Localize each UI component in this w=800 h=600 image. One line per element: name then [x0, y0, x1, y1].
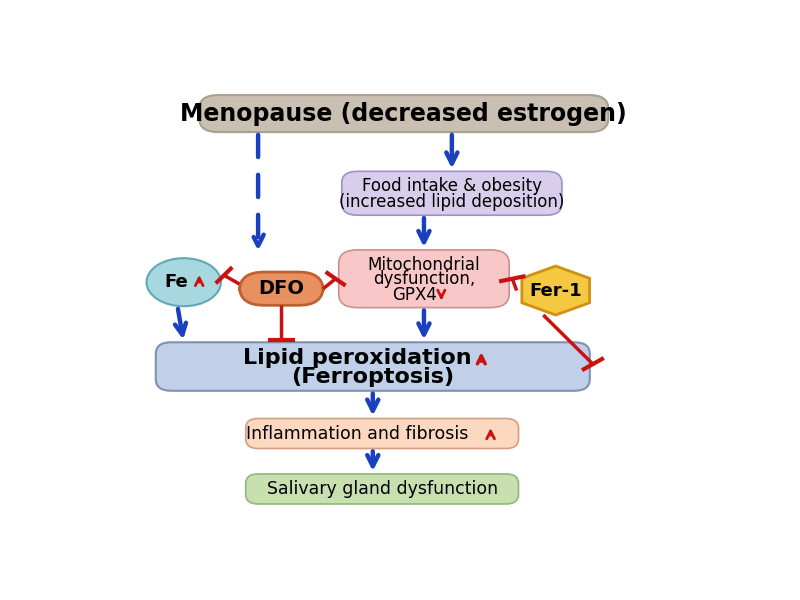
FancyBboxPatch shape: [246, 419, 518, 449]
Text: Inflammation and fibrosis: Inflammation and fibrosis: [246, 425, 469, 443]
Polygon shape: [522, 266, 590, 315]
Text: dysfunction,: dysfunction,: [373, 270, 475, 288]
Text: DFO: DFO: [258, 279, 304, 298]
Text: GPX4: GPX4: [392, 286, 437, 304]
Text: Menopause (decreased estrogen): Menopause (decreased estrogen): [181, 101, 627, 125]
Text: Lipid peroxidation: Lipid peroxidation: [243, 348, 472, 368]
Text: (increased lipid deposition): (increased lipid deposition): [339, 193, 565, 211]
FancyBboxPatch shape: [156, 342, 590, 391]
Ellipse shape: [146, 258, 221, 306]
Text: Food intake & obesity: Food intake & obesity: [362, 178, 542, 196]
Text: Salivary gland dysfunction: Salivary gland dysfunction: [266, 480, 498, 498]
Text: Mitochondrial: Mitochondrial: [368, 256, 480, 274]
Text: Fer-1: Fer-1: [530, 281, 582, 299]
FancyBboxPatch shape: [239, 272, 323, 305]
Text: (Ferroptosis): (Ferroptosis): [291, 367, 454, 387]
FancyBboxPatch shape: [338, 250, 510, 308]
Text: Fe: Fe: [164, 273, 188, 291]
FancyBboxPatch shape: [342, 172, 562, 215]
FancyBboxPatch shape: [246, 474, 518, 504]
FancyBboxPatch shape: [199, 95, 609, 132]
